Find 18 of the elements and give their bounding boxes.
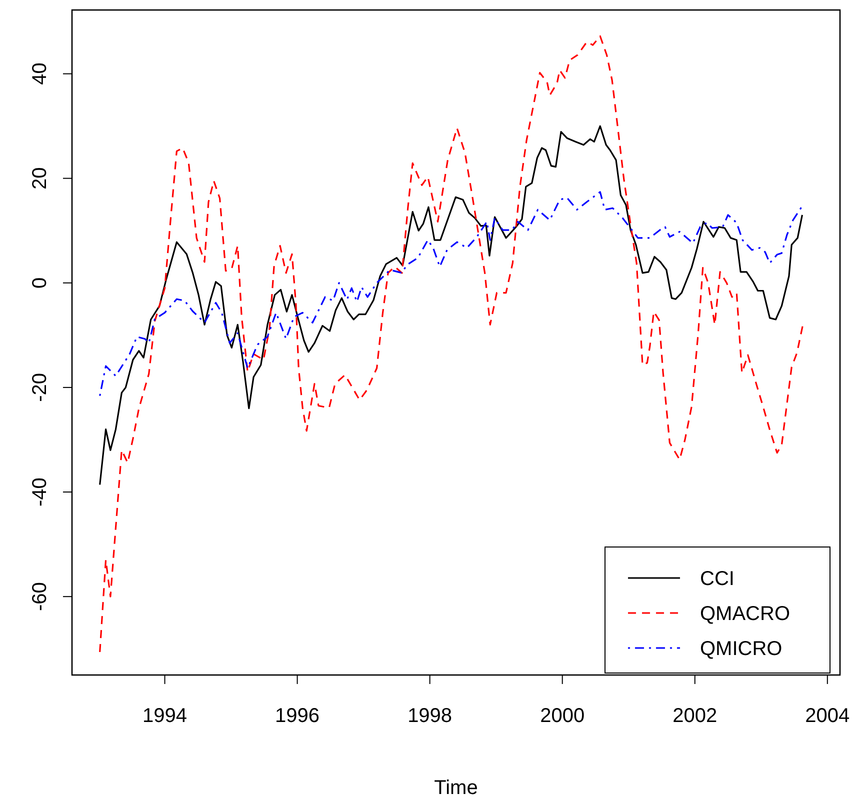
- y-tick-label: -40: [29, 478, 51, 506]
- x-tick-label: 1998: [408, 705, 452, 727]
- legend-label: QMICRO: [700, 638, 782, 660]
- legend-label: CCI: [700, 568, 734, 590]
- y-tick-label: 40: [29, 62, 51, 85]
- x-tick-label: 2000: [540, 705, 585, 727]
- x-axis-title: Time: [434, 777, 478, 799]
- y-tick-label: 0: [29, 277, 51, 288]
- x-tick-label: 1994: [142, 705, 188, 727]
- legend-label: QMACRO: [700, 603, 790, 625]
- y-tick-label: -20: [29, 373, 51, 402]
- x-tick-label: 1996: [275, 705, 320, 727]
- x-tick-label: 2002: [672, 705, 718, 727]
- x-tick-label: 2004: [805, 705, 850, 727]
- line-series: [99, 191, 804, 397]
- line-series: [99, 125, 804, 486]
- y-tick-label: 20: [29, 167, 51, 190]
- y-tick-label: -60: [29, 582, 51, 612]
